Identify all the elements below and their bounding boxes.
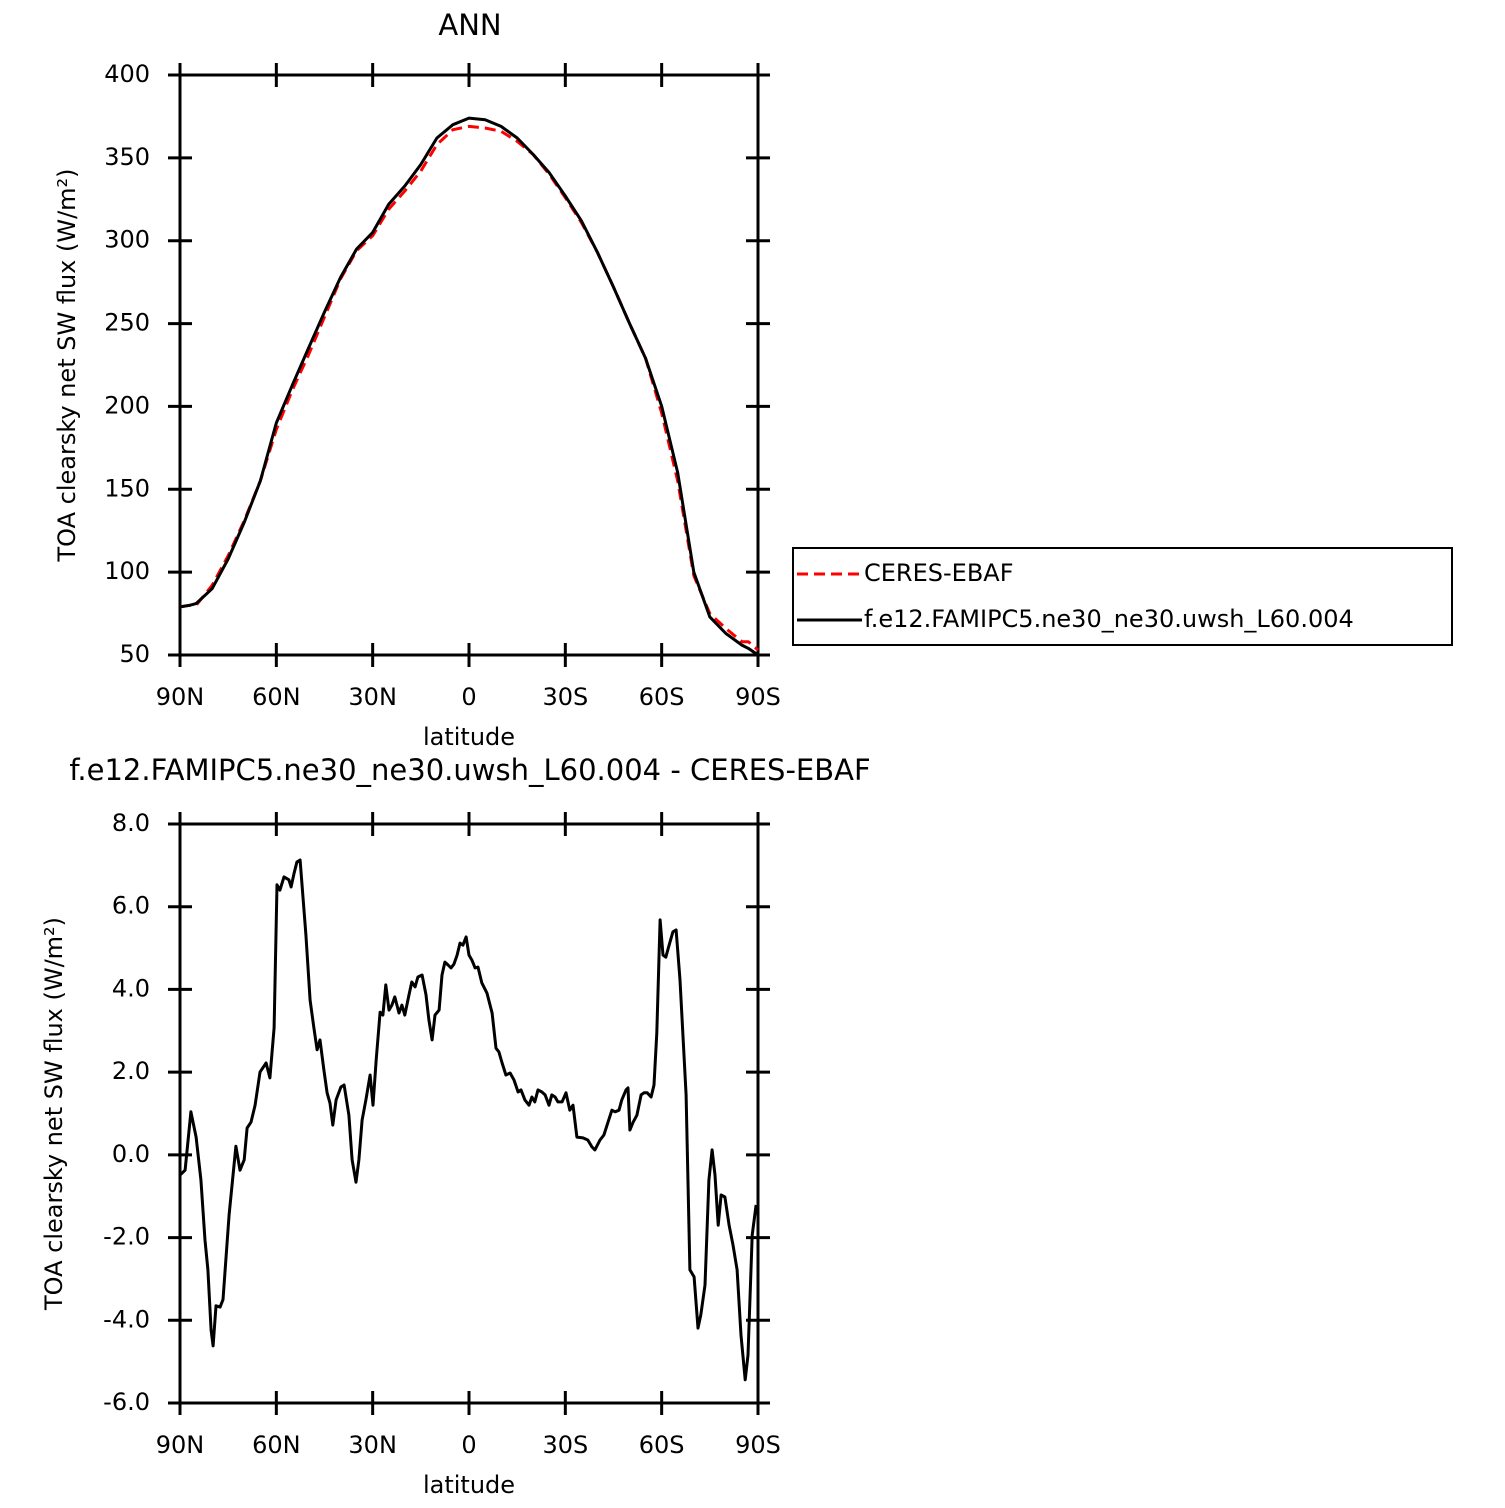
y-tick-label: 8.0 xyxy=(112,809,150,837)
x-tick-label: 30S xyxy=(542,683,588,711)
x-tick-label: 60S xyxy=(639,1431,685,1459)
x-axis-label: latitude xyxy=(423,723,515,751)
y-tick-label: 50 xyxy=(119,640,150,668)
legend-label: f.e12.FAMIPC5.ne30_ne30.uwsh_L60.004 xyxy=(864,605,1354,633)
x-tick-label: 30N xyxy=(348,1431,397,1459)
x-tick-label: 60N xyxy=(252,1431,301,1459)
x-tick-label: 90N xyxy=(156,683,205,711)
x-tick-label: 90S xyxy=(735,683,781,711)
data-line xyxy=(178,858,758,1382)
y-tick-label: 2.0 xyxy=(112,1057,150,1085)
y-axis-label: TOA clearsky net SW flux (W/m²) xyxy=(40,917,68,1311)
y-tick-label: 100 xyxy=(104,557,150,585)
plot-frame xyxy=(178,822,760,1405)
plot-frame xyxy=(178,73,760,657)
x-tick-label: 90S xyxy=(735,1431,781,1459)
legend-box xyxy=(792,547,1453,646)
y-tick-label: -4.0 xyxy=(103,1305,150,1333)
x-tick-label: 90N xyxy=(156,1431,205,1459)
x-tick-label: 60S xyxy=(639,683,685,711)
y-tick-label: 6.0 xyxy=(112,892,150,920)
y-tick-label: 300 xyxy=(104,226,150,254)
y-tick-label: 150 xyxy=(104,474,150,502)
y-tick-label: -6.0 xyxy=(103,1388,150,1416)
data-line xyxy=(179,124,759,652)
chart-title: f.e12.FAMIPC5.ne30_ne30.uwsh_L60.004 - C… xyxy=(69,753,870,787)
y-axis-label: TOA clearsky net SW flux (W/m²) xyxy=(53,168,81,562)
y-tick-label: 4.0 xyxy=(112,974,150,1002)
x-axis-label: latitude xyxy=(423,1471,515,1499)
y-tick-label: -2.0 xyxy=(103,1223,150,1251)
y-tick-label: 250 xyxy=(104,309,150,337)
legend-label: CERES-EBAF xyxy=(864,559,1014,587)
y-tick-label: 0.0 xyxy=(112,1140,150,1168)
x-tick-label: 30N xyxy=(348,683,397,711)
y-tick-label: 350 xyxy=(104,143,150,171)
x-tick-label: 0 xyxy=(461,683,476,711)
y-tick-label: 400 xyxy=(104,60,150,88)
x-tick-label: 0 xyxy=(461,1431,476,1459)
x-tick-label: 30S xyxy=(542,1431,588,1459)
chart-title: ANN xyxy=(438,8,501,42)
y-tick-label: 200 xyxy=(104,391,150,419)
x-tick-label: 60N xyxy=(252,683,301,711)
data-line xyxy=(179,116,759,657)
